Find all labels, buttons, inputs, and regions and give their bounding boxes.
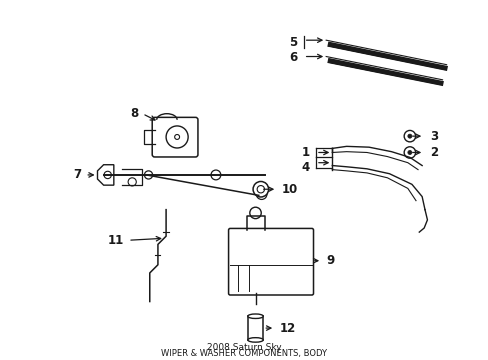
Circle shape xyxy=(257,185,264,193)
Circle shape xyxy=(249,207,261,219)
Bar xyxy=(247,316,263,340)
Text: 2: 2 xyxy=(429,146,438,159)
Circle shape xyxy=(144,171,152,179)
Circle shape xyxy=(407,134,411,138)
Text: 4: 4 xyxy=(301,162,309,175)
Text: 10: 10 xyxy=(281,183,297,196)
Text: 2008 Saturn Sky: 2008 Saturn Sky xyxy=(207,343,281,352)
Text: 6: 6 xyxy=(289,51,297,64)
Circle shape xyxy=(256,189,266,199)
Circle shape xyxy=(104,171,111,179)
Text: 7: 7 xyxy=(73,168,81,181)
Circle shape xyxy=(404,147,415,158)
Text: 9: 9 xyxy=(325,254,334,267)
Text: WIPER & WASHER COMPONENTS, BODY: WIPER & WASHER COMPONENTS, BODY xyxy=(161,349,327,358)
Circle shape xyxy=(407,150,411,154)
Ellipse shape xyxy=(247,314,263,319)
Circle shape xyxy=(253,181,268,197)
FancyBboxPatch shape xyxy=(152,117,198,157)
Text: 11: 11 xyxy=(107,234,124,247)
Polygon shape xyxy=(97,165,114,185)
Text: 1: 1 xyxy=(301,146,309,159)
Circle shape xyxy=(404,130,415,142)
Ellipse shape xyxy=(247,338,263,342)
Circle shape xyxy=(128,178,136,186)
FancyBboxPatch shape xyxy=(228,229,313,295)
Circle shape xyxy=(174,135,179,139)
Text: 5: 5 xyxy=(289,36,297,49)
Text: 8: 8 xyxy=(130,107,138,120)
Circle shape xyxy=(211,170,221,180)
Text: 3: 3 xyxy=(429,130,438,143)
Circle shape xyxy=(166,126,188,148)
Text: 12: 12 xyxy=(279,321,295,334)
